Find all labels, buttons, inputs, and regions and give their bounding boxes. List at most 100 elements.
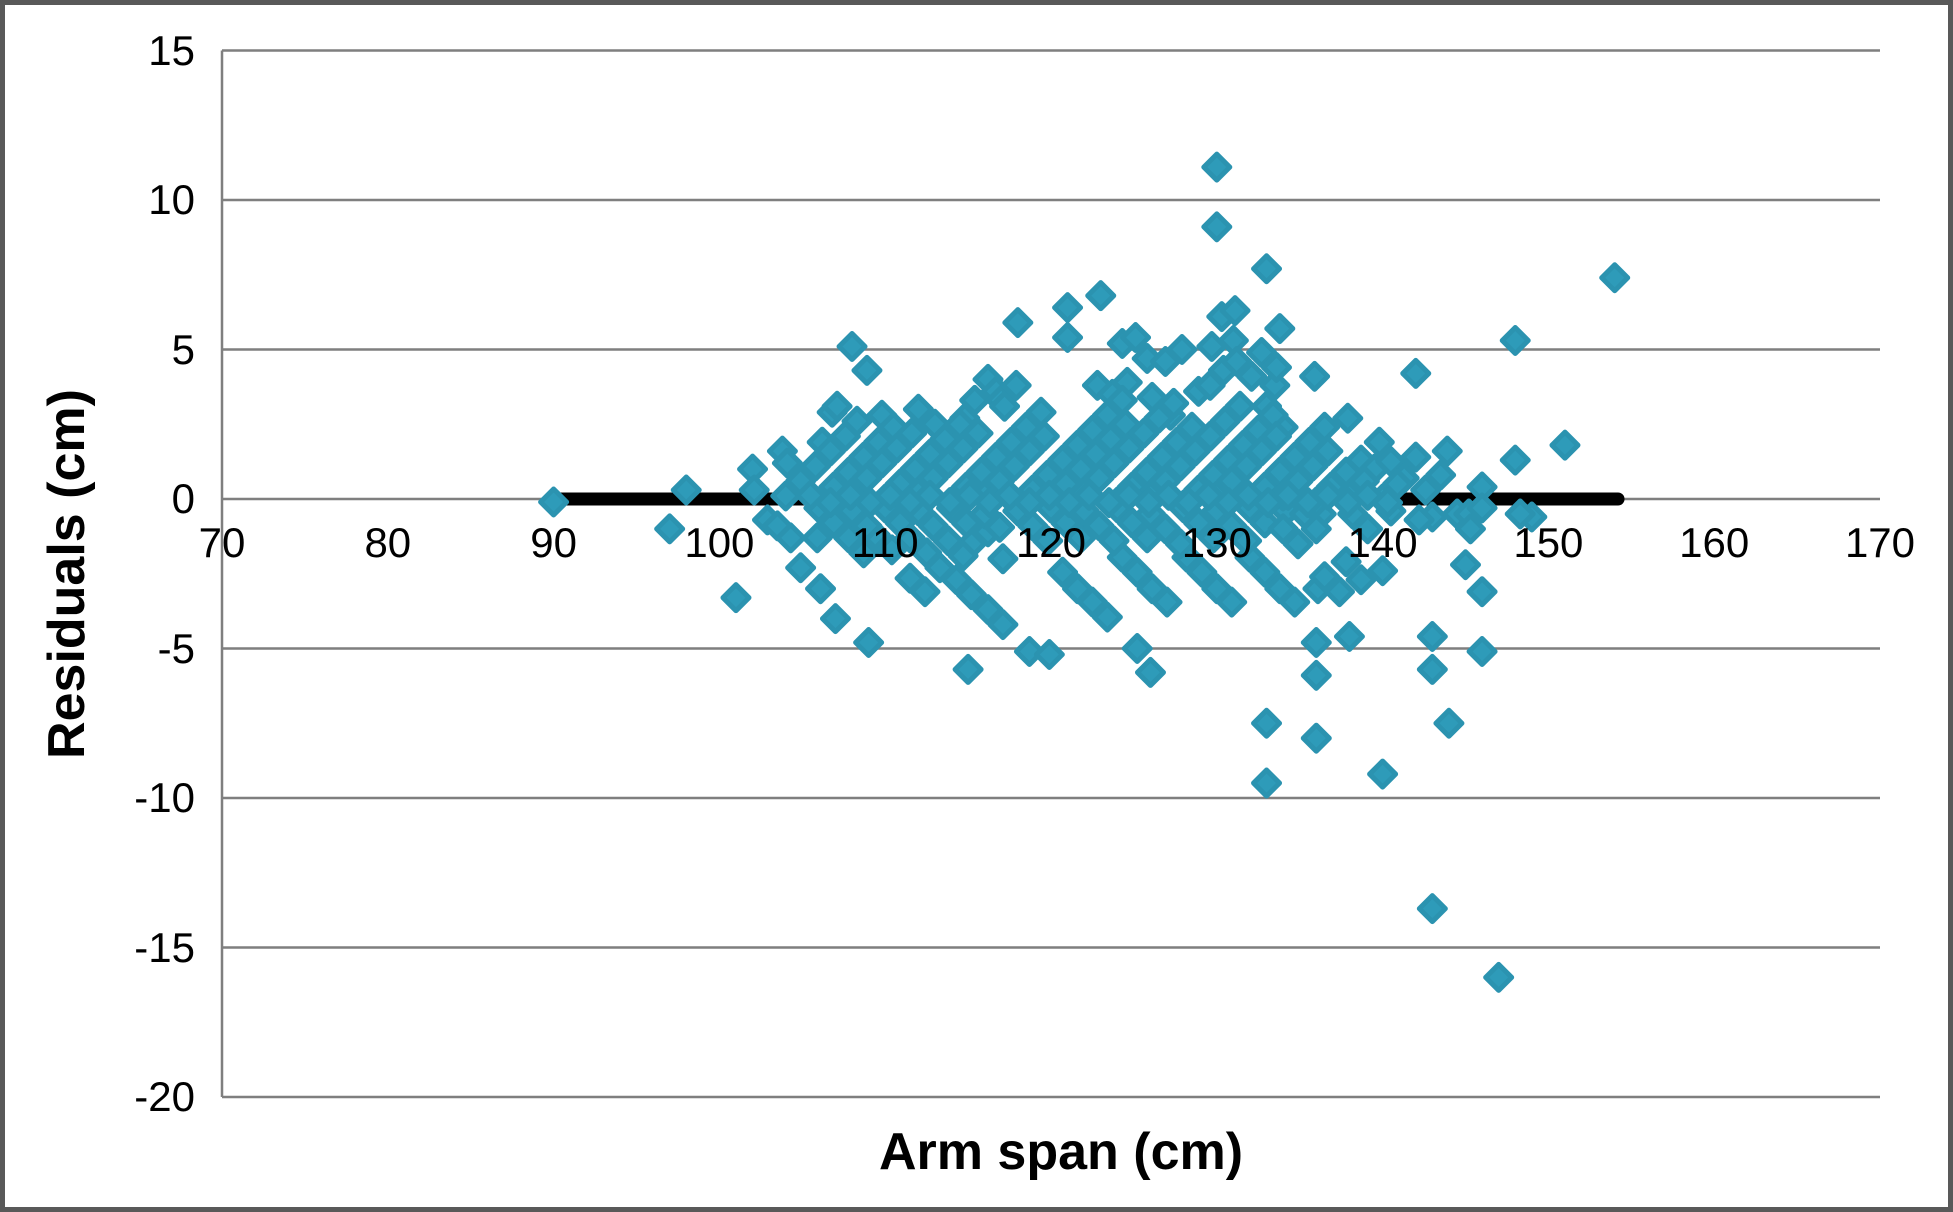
data-point (720, 582, 752, 614)
x-tick-label: 170 (1844, 519, 1916, 566)
data-point (917, 510, 949, 542)
data-point (1076, 586, 1108, 618)
y-tick-label: 10 (148, 176, 195, 223)
data-point (1299, 360, 1331, 392)
data-point (984, 511, 1016, 543)
data-point (999, 450, 1031, 482)
data-point (1251, 707, 1283, 739)
data-point (1416, 893, 1448, 925)
x-tick-label: 70 (198, 519, 246, 566)
data-point (989, 390, 1021, 422)
data-point (1599, 262, 1631, 294)
data-point (1186, 556, 1218, 588)
data-point (1224, 390, 1256, 422)
data-point (1231, 525, 1263, 557)
data-point (848, 537, 880, 569)
y-tick-label: 0 (171, 475, 195, 522)
x-tick-label: 130 (1181, 519, 1252, 566)
data-point (1282, 528, 1314, 560)
data-point (1113, 432, 1145, 464)
data-point (1013, 435, 1045, 467)
data-point (1216, 510, 1248, 542)
data-point (1400, 357, 1432, 389)
data-point (1052, 292, 1084, 324)
data-point (1251, 767, 1283, 799)
data-point (1246, 435, 1278, 467)
data-point (1312, 435, 1344, 467)
data-point (987, 609, 1019, 641)
data-point (1153, 479, 1185, 511)
data-point (1367, 555, 1399, 587)
x-tick-label: 110 (851, 519, 919, 566)
data-point (1091, 601, 1123, 633)
data-point (884, 507, 916, 539)
data-point (1047, 556, 1079, 588)
data-point (1323, 576, 1355, 608)
data-point (866, 447, 898, 479)
data-point (1300, 722, 1332, 754)
data-point (1151, 586, 1183, 618)
data-point (800, 450, 832, 482)
plot-area (220, 49, 1880, 1099)
data-point (829, 420, 861, 452)
data-point (962, 417, 994, 449)
data-point (1033, 638, 1065, 670)
data-point (836, 331, 868, 363)
data-point (1098, 525, 1130, 557)
data-point (805, 573, 837, 605)
data-point (932, 447, 964, 479)
data-point (1013, 635, 1045, 667)
data-point (738, 474, 770, 506)
y-tick-label: 5 (171, 325, 195, 373)
data-point (1410, 474, 1442, 506)
data-point (1002, 307, 1034, 339)
data-point (1499, 325, 1531, 357)
data-point (1300, 659, 1332, 691)
data-point (1260, 351, 1292, 383)
data-point (1164, 528, 1196, 560)
data-point (952, 653, 984, 685)
data-point (1416, 621, 1448, 653)
data-point (1098, 447, 1130, 479)
data-point (833, 522, 865, 554)
x-tick-label: 90 (530, 519, 577, 566)
data-point (959, 384, 991, 416)
data-point (853, 627, 885, 659)
data-point (1128, 417, 1160, 449)
data-point (1400, 441, 1432, 473)
data-point (1330, 546, 1362, 578)
data-point (1201, 151, 1233, 183)
y-axis-title: Residuals (cm) (38, 389, 96, 759)
data-point (1158, 387, 1190, 419)
data-point (851, 354, 883, 386)
data-point (1363, 426, 1395, 458)
x-tick-label: 160 (1679, 519, 1750, 566)
y-tick-label: -5 (157, 624, 195, 672)
data-point (801, 522, 833, 554)
data-point (1183, 507, 1215, 539)
data-point (1403, 504, 1435, 536)
data-point (1194, 420, 1226, 452)
data-point (1297, 450, 1329, 482)
data-point (1166, 334, 1198, 365)
data-point (955, 579, 987, 611)
data-point (851, 510, 883, 542)
data-point (1372, 487, 1404, 519)
data-point (1216, 586, 1248, 618)
data-point (909, 576, 941, 608)
data-point (1121, 633, 1153, 664)
data-point (1149, 513, 1181, 545)
data-point (1466, 576, 1498, 608)
data-point (947, 540, 979, 572)
data-point (1219, 295, 1251, 327)
data-point (1251, 253, 1283, 285)
data-point (670, 474, 702, 506)
data-point (1504, 498, 1536, 530)
data-point (1179, 435, 1211, 467)
data-point (1450, 549, 1481, 581)
x-tick-label: 80 (364, 519, 412, 566)
x-axis-title: Arm span (cm) (878, 1123, 1244, 1181)
data-point (987, 543, 1019, 575)
data-point (1454, 513, 1486, 545)
